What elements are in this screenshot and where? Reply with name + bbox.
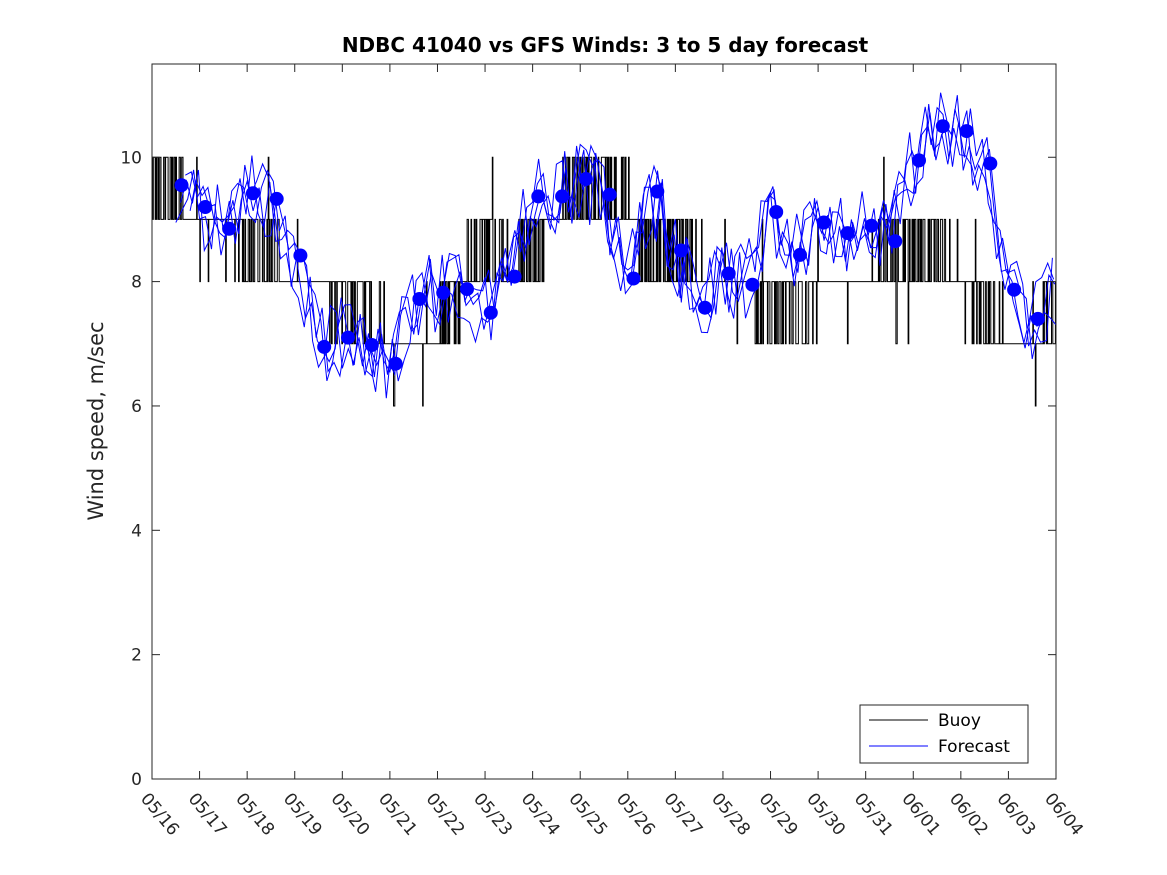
forecast-marker [436, 285, 451, 300]
forecast-marker [317, 339, 332, 354]
forecast-line [189, 95, 1053, 399]
forecast-marker [388, 356, 403, 371]
forecast-marker [816, 215, 831, 230]
forecast-marker [293, 248, 308, 263]
forecast-marker [959, 124, 974, 139]
forecast-marker [983, 156, 998, 171]
forecast-series [175, 92, 1057, 399]
y-tick-label: 6 [131, 397, 142, 417]
forecast-marker [341, 330, 355, 345]
forecast-marker [650, 184, 665, 199]
forecast-marker [697, 300, 712, 315]
forecast-marker [769, 205, 784, 219]
forecast-marker [222, 221, 237, 236]
forecast-marker [531, 189, 546, 204]
y-tick-label: 8 [131, 273, 142, 293]
plot-area [151, 63, 1057, 780]
forecast-marker [935, 119, 950, 134]
forecast-marker [888, 234, 903, 249]
forecast-marker [555, 189, 570, 204]
forecast-line [185, 92, 1055, 392]
forecast-marker [198, 200, 213, 214]
forecast-marker [412, 292, 427, 306]
forecast-marker [864, 218, 879, 233]
legend-buoy-label: Buoy [938, 711, 981, 731]
forecast-marker [1030, 311, 1045, 326]
legend: Buoy Forecast [859, 704, 1029, 764]
chart-title: NDBC 41040 vs GFS Winds: 3 to 5 day fore… [342, 33, 869, 57]
forecast-marker [721, 266, 736, 281]
forecast-marker [269, 191, 284, 206]
forecast-marker [674, 243, 689, 258]
forecast-marker [626, 271, 641, 286]
y-axis-label: Wind speed, m/sec [84, 321, 108, 520]
forecast-marker [364, 338, 379, 352]
forecast-marker [793, 247, 807, 262]
y-tick-label: 0 [131, 770, 142, 790]
y-tick-label: 4 [131, 521, 142, 541]
forecast-marker [174, 178, 189, 193]
legend-box [859, 704, 1029, 764]
y-tick-label: 2 [131, 646, 142, 666]
y-axis: 0 2 4 6 8 10 [120, 148, 1056, 790]
forecast-marker [578, 172, 593, 186]
forecast-marker [745, 277, 760, 292]
forecast-marker [460, 282, 474, 297]
forecast-marker [912, 153, 926, 168]
forecast-marker [602, 187, 617, 202]
forecast-line [175, 106, 1057, 378]
forecast-marker [245, 186, 260, 201]
forecast-marker [483, 305, 498, 320]
forecast-marker [840, 226, 855, 241]
legend-forecast-label: Forecast [938, 737, 1010, 757]
forecast-markers [174, 119, 1045, 371]
forecast-marker [1007, 282, 1022, 297]
forecast-marker [507, 269, 522, 284]
y-tick-label: 10 [120, 148, 142, 168]
axes-frame [151, 63, 1057, 780]
